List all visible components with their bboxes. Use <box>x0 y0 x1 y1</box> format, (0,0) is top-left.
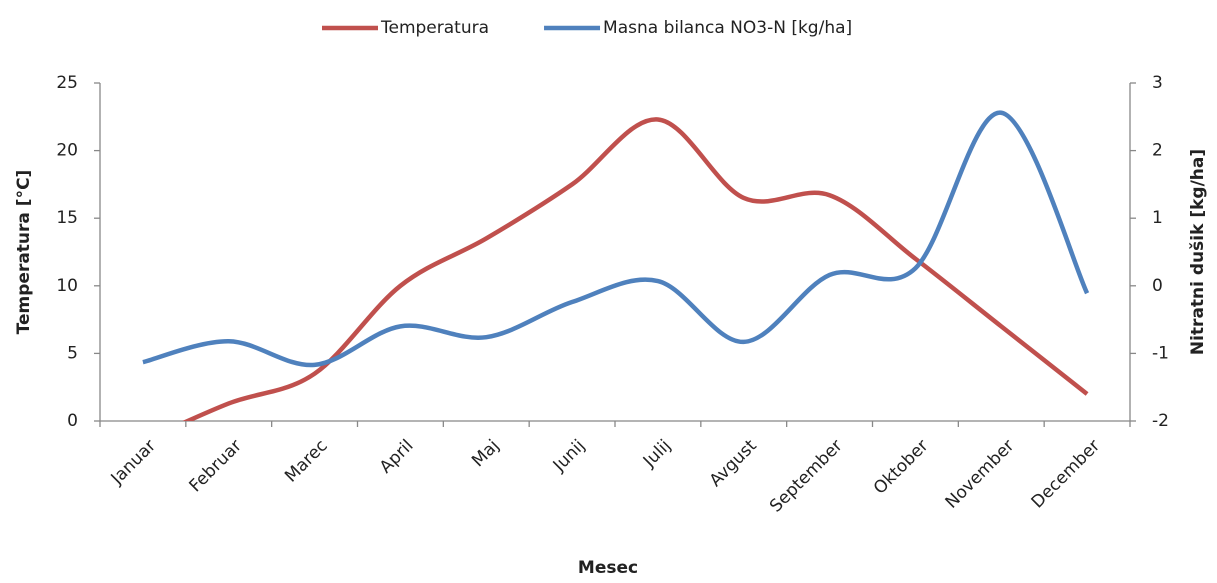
x-tick-label: Maj <box>468 436 503 471</box>
x-tick-label: Januar <box>107 436 160 489</box>
y2-tick-label: 0 <box>1152 276 1163 296</box>
y2-tick-label: -2 <box>1152 411 1169 431</box>
x-tick-label: Februar <box>186 436 246 496</box>
y2-tick-label: -1 <box>1152 343 1169 363</box>
series-line <box>182 117 1089 421</box>
x-axis-title: Mesec <box>578 558 638 578</box>
y-tick-label: 25 <box>56 73 78 93</box>
x-tick-label: September <box>766 436 847 517</box>
x-tick-label: April <box>376 436 418 478</box>
y-tick-label: 0 <box>67 411 78 431</box>
legend-label: Temperatura <box>380 18 489 38</box>
y-tick-label: 20 <box>56 141 78 161</box>
x-tick-label: Junij <box>549 436 589 476</box>
x-tick-label: Julij <box>639 436 675 472</box>
y2-axis-title: Nitratni dušik [kg/ha] <box>1188 149 1208 355</box>
y2-tick-label: 1 <box>1152 208 1163 228</box>
y-tick-label: 15 <box>56 208 78 228</box>
x-tick-label: November <box>942 436 1019 513</box>
legend-label: Masna bilanca NO3-N [kg/ha] <box>603 18 852 38</box>
y2-tick-label: 2 <box>1152 141 1163 161</box>
series-line <box>142 110 1090 368</box>
x-tick-label: Marec <box>281 436 332 487</box>
y-tick-label: 10 <box>56 276 78 296</box>
y-axis-title: Temperatura [°C] <box>14 170 34 335</box>
x-tick-label: December <box>1028 436 1104 512</box>
y-tick-label: 5 <box>67 343 78 363</box>
x-tick-label: Avgust <box>706 436 761 491</box>
x-tick-label: Oktober <box>870 436 933 499</box>
y2-tick-label: 3 <box>1152 73 1163 93</box>
